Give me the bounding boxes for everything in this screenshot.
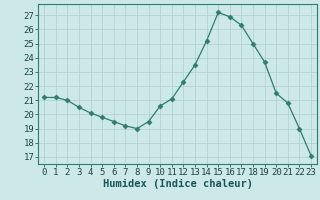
X-axis label: Humidex (Indice chaleur): Humidex (Indice chaleur) xyxy=(103,179,252,189)
